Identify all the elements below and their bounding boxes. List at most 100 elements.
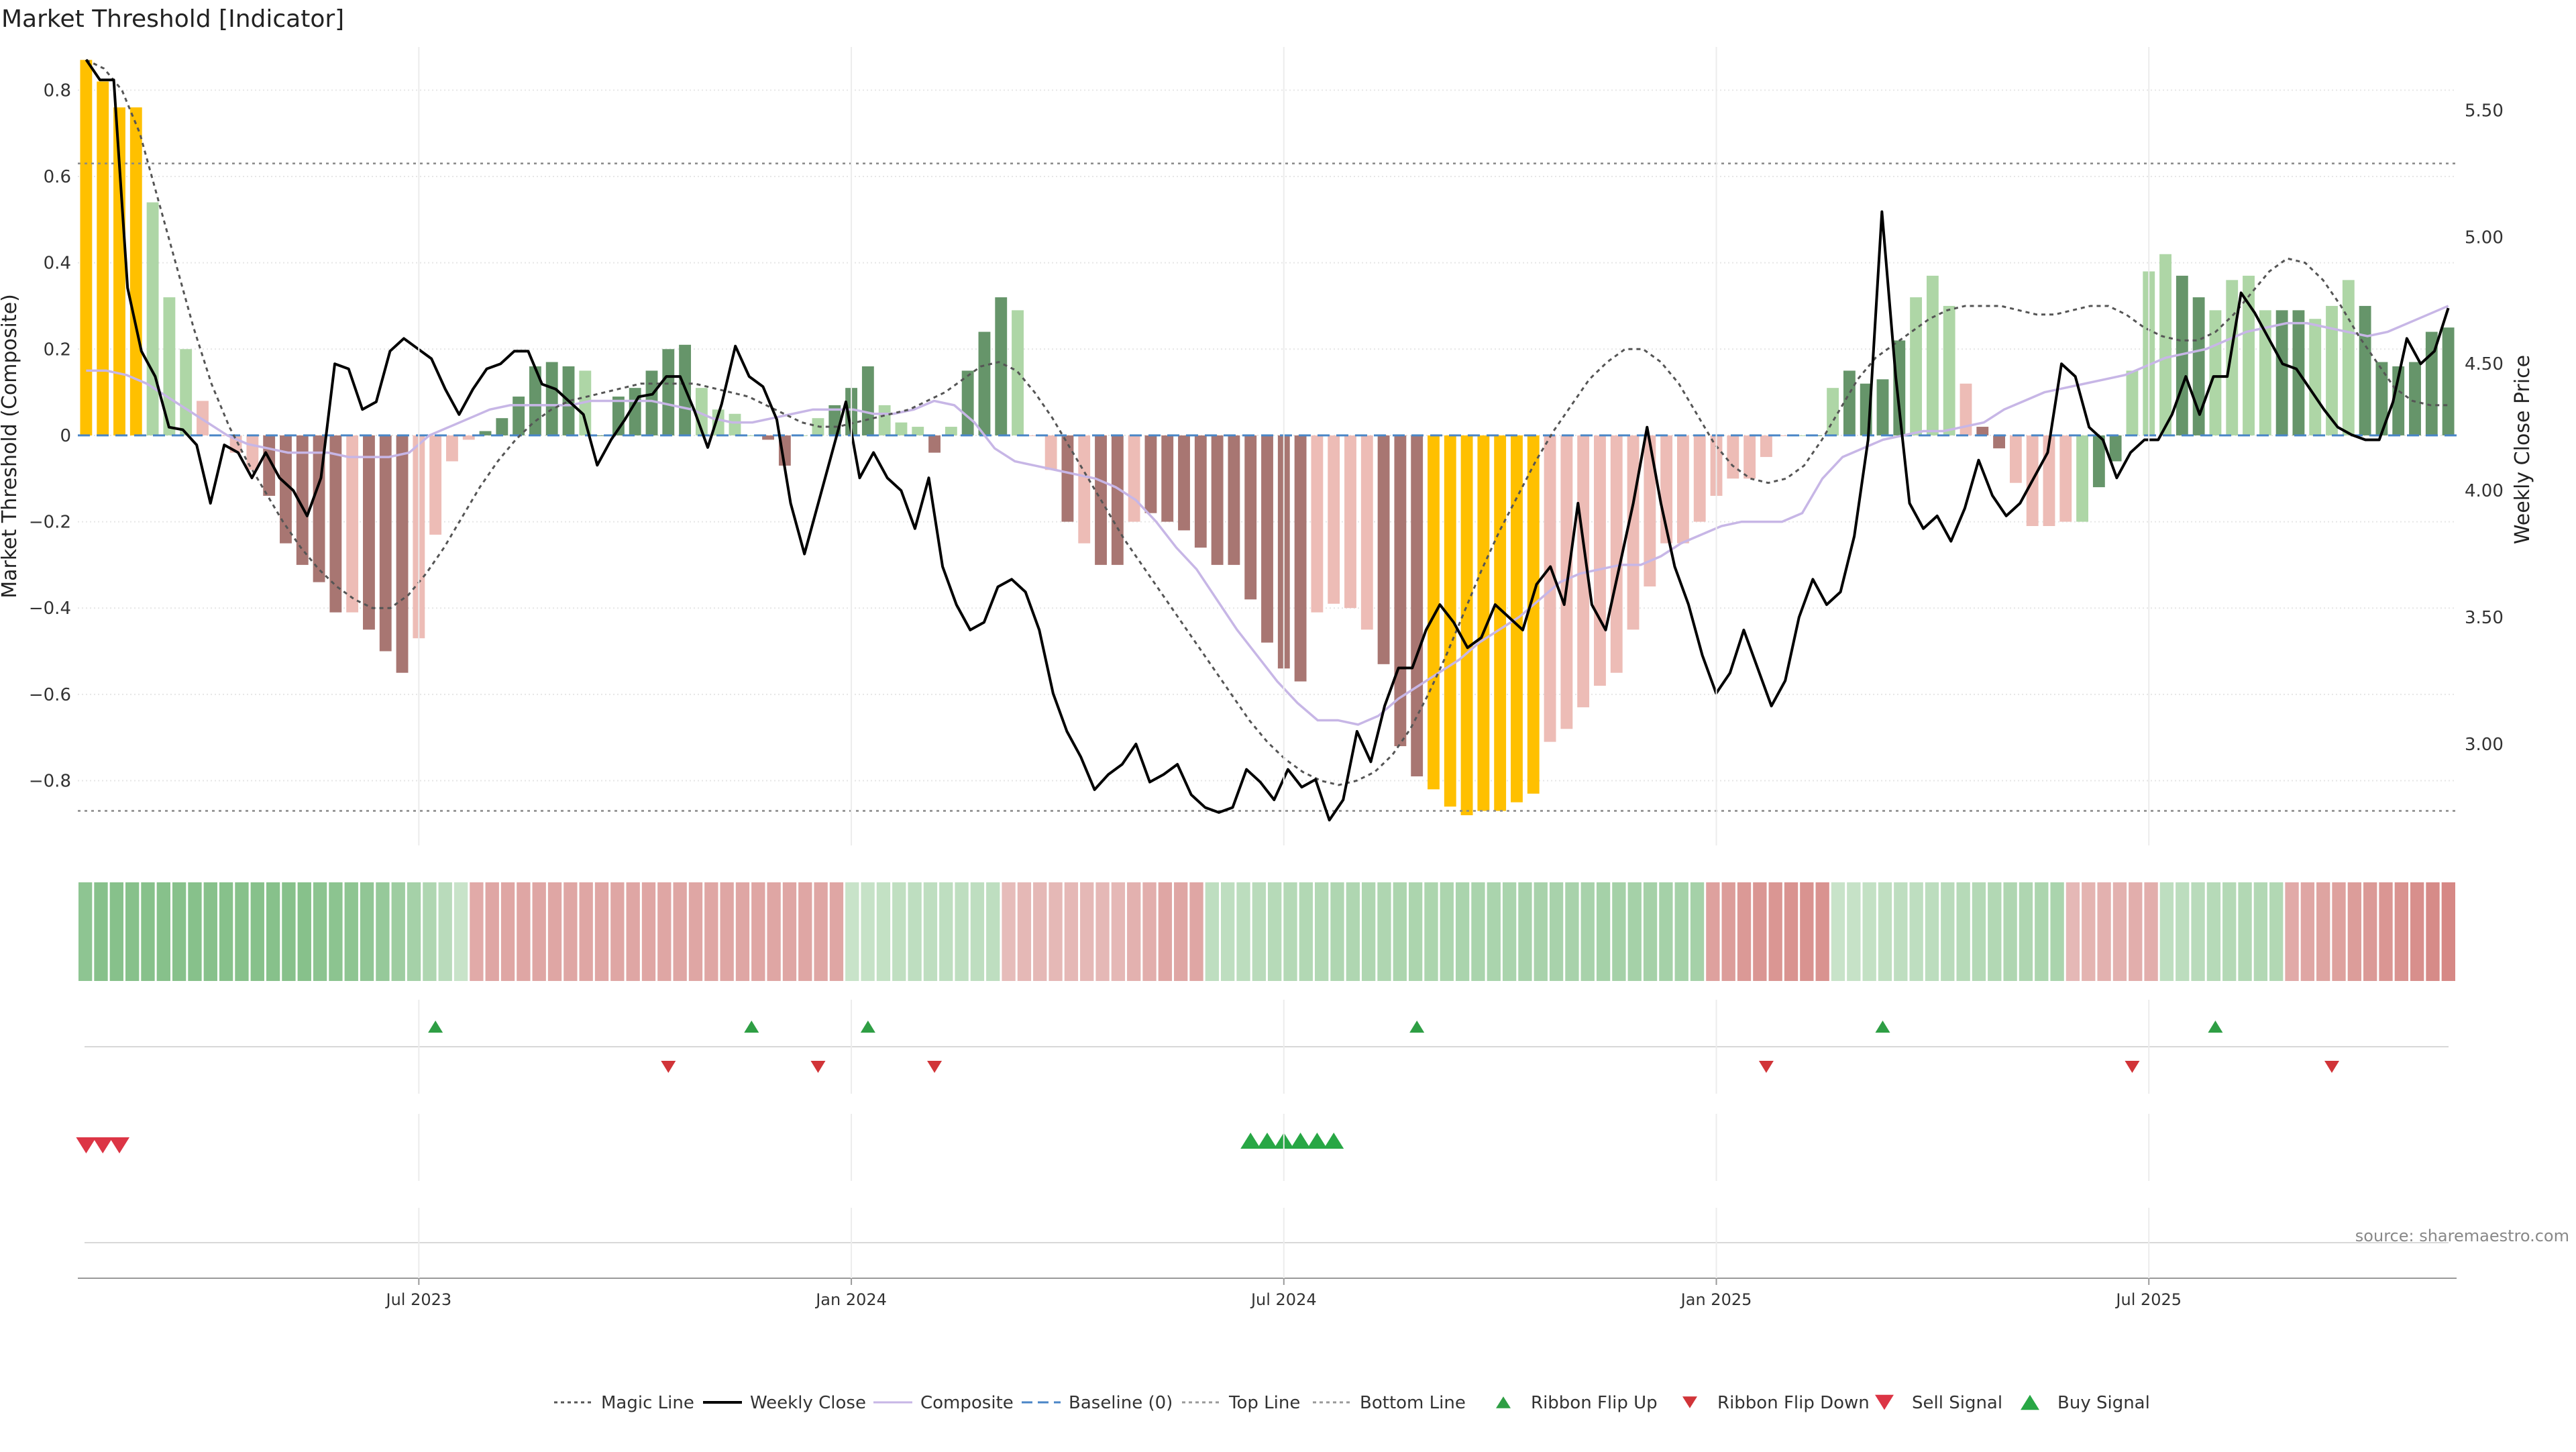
- composite-bar: [462, 435, 475, 440]
- ribbon-cell: [2253, 882, 2268, 981]
- ribbon-cell: [2003, 882, 2017, 981]
- ribbon-cell: [1424, 882, 1438, 981]
- legend-item: Magic Line: [554, 1393, 694, 1413]
- ribbon-flip-down-marker: [1758, 1061, 1774, 1073]
- legend-label: Composite: [920, 1393, 1014, 1413]
- ribbon-cell: [297, 882, 311, 981]
- composite-bar: [596, 435, 608, 436]
- composite-bar: [1960, 383, 1972, 435]
- sell-signal-marker: [93, 1137, 113, 1153]
- ribbon-panel: [78, 882, 2455, 981]
- composite-bar: [1743, 435, 1756, 479]
- ribbon-cell: [407, 882, 421, 981]
- composite-bar: [1494, 435, 1507, 811]
- composite-bar: [2275, 310, 2288, 435]
- ribbon-cell: [1502, 882, 1517, 981]
- ribbon-cell: [1440, 882, 1454, 981]
- ribbon-cell: [188, 882, 202, 981]
- ribbon-cell: [720, 882, 734, 981]
- composite-bar: [2059, 435, 2072, 522]
- ribbon-cell: [1643, 882, 1658, 981]
- ribbon-cell: [1142, 882, 1157, 981]
- composite-bar: [513, 397, 525, 435]
- composite-bar: [1444, 435, 1456, 807]
- legend-item: Buy Signal: [2021, 1393, 2150, 1413]
- composite-bar: [1360, 435, 1373, 630]
- legend-swatch: [1875, 1394, 1894, 1410]
- composite-bar: [1827, 388, 1839, 435]
- y-right-tick-label: 4.00: [2465, 481, 2504, 501]
- ribbon-cell: [1095, 882, 1110, 981]
- ribbon-cell: [470, 882, 484, 981]
- composite-bar: [1344, 435, 1356, 609]
- ribbon-cell: [673, 882, 687, 981]
- composite-bar: [1078, 435, 1091, 543]
- composite-bar: [729, 413, 741, 435]
- ribbon-cell: [626, 882, 640, 981]
- ribbon-cell: [986, 882, 1000, 981]
- ribbon-cell: [1236, 882, 1250, 981]
- ribbon-cell: [1033, 882, 1047, 981]
- ribbon-cell: [2238, 882, 2252, 981]
- ribbon-cell: [2394, 882, 2409, 981]
- ribbon-cell: [1659, 882, 1673, 981]
- composite-bar: [2392, 366, 2405, 435]
- y-right-tick-label: 5.50: [2465, 101, 2504, 121]
- ribbon-cell: [610, 882, 625, 981]
- composite-bar: [1760, 435, 1772, 458]
- ribbon-cell: [485, 882, 499, 981]
- ribbon-cell: [939, 882, 953, 981]
- ribbon-flip-up-marker: [1875, 1021, 1890, 1033]
- composite-bar: [2076, 435, 2088, 522]
- composite-bar: [712, 409, 724, 435]
- ribbon-cell: [1283, 882, 1297, 981]
- y-right-tick-label: 4.50: [2465, 354, 2504, 374]
- composite-bar: [146, 202, 159, 435]
- weekly-close-line: [85, 58, 2450, 822]
- legend-item: Sell Signal: [1875, 1393, 2002, 1413]
- ribbon-cell: [782, 882, 797, 981]
- ribbon-cell: [1768, 882, 1782, 981]
- ribbon-cell: [1815, 882, 1829, 981]
- ribbon-cell: [1596, 882, 1611, 981]
- ribbon-cell: [1080, 882, 1094, 981]
- ribbon-cell: [78, 882, 93, 981]
- composite-bar: [97, 81, 109, 435]
- ribbon-cell: [2176, 882, 2190, 981]
- ribbon-flip-down-marker: [810, 1061, 826, 1073]
- y-tick-label: 0.6: [44, 167, 71, 187]
- composite-bar: [978, 331, 991, 435]
- ribbon-cell: [219, 882, 233, 981]
- composite-bar: [496, 418, 508, 435]
- y-right-tick-label: 3.50: [2465, 608, 2504, 628]
- ribbon-cell: [2441, 882, 2455, 981]
- composite-bar: [1294, 435, 1307, 682]
- ribbon-cell: [1252, 882, 1266, 981]
- ribbon-cell: [1878, 882, 1892, 981]
- composite-bar: [2375, 362, 2388, 435]
- ribbon-cell: [2112, 882, 2127, 981]
- ribbon-cell: [641, 882, 656, 981]
- ribbon-cell: [1471, 882, 1485, 981]
- ribbon-flip-down-marker: [927, 1061, 943, 1073]
- ribbon-flip-panel: [85, 1021, 2449, 1073]
- ribbon-cell: [1393, 882, 1407, 981]
- legend-swatch: [1682, 1396, 1697, 1408]
- legend-item: Ribbon Flip Down: [1682, 1393, 1870, 1413]
- composite-bar: [429, 435, 442, 535]
- y-tick-label: −0.2: [29, 513, 71, 533]
- chart-title: Market Threshold [Indicator]: [1, 5, 344, 33]
- ribbon-cell: [767, 882, 781, 981]
- buy-signal-marker: [1240, 1133, 1261, 1149]
- legend-item: Bottom Line: [1313, 1393, 1466, 1413]
- y-axis-title: Market Threshold (Composite): [0, 294, 21, 599]
- ribbon-cell: [2379, 882, 2393, 981]
- composite-bar: [861, 366, 874, 435]
- ribbon-cell: [1314, 882, 1329, 981]
- x-tick-label: Jan 2025: [1680, 1290, 1752, 1309]
- ribbon-cell: [1690, 882, 1705, 981]
- ribbon-cell: [861, 882, 875, 981]
- ribbon-cell: [438, 882, 452, 981]
- ribbon-cell: [360, 882, 374, 981]
